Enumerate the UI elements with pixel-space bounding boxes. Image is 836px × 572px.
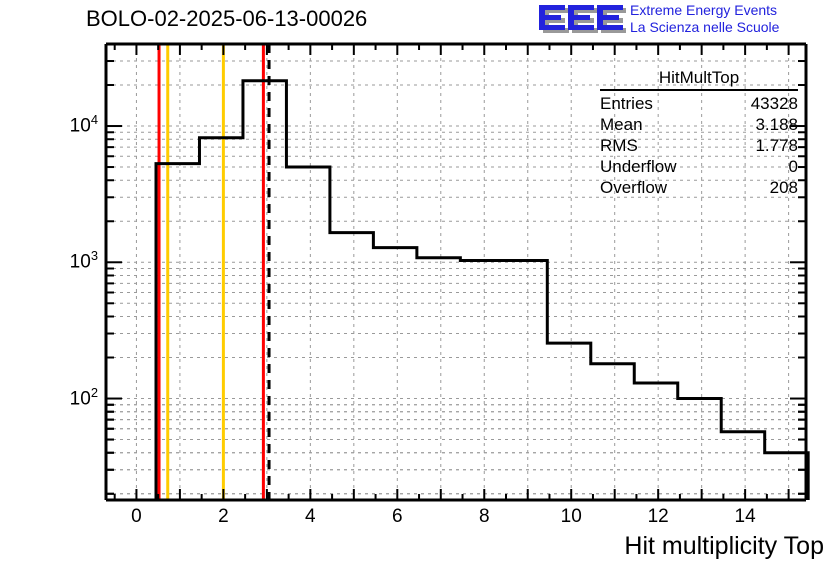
stats-row-key: Mean <box>600 115 643 134</box>
x-tick-label: 10 <box>560 506 582 527</box>
x-tick-label: 14 <box>734 506 756 527</box>
page-title: BOLO-02-2025-06-13-00026 <box>86 6 368 31</box>
stats-row-value: 3.188 <box>755 115 798 134</box>
y-tick-label: 102 <box>69 384 98 409</box>
x-tick-label: 8 <box>478 506 490 527</box>
stats-row-key: RMS <box>600 136 638 155</box>
stats-row: Mean 3.188 <box>596 114 802 135</box>
x-axis-title: Hit multiplicity Top <box>624 532 824 560</box>
stats-row: Entries 43328 <box>596 93 802 114</box>
histogram-outline <box>154 79 810 500</box>
eee-logo-line2: La Scienza nelle Scuole <box>630 19 780 35</box>
marker-lines <box>157 44 271 500</box>
stats-row-value: 1.778 <box>755 136 798 155</box>
stats-row-value: 43328 <box>750 94 798 113</box>
x-tick-label: 6 <box>392 506 403 527</box>
stats-divider <box>600 89 798 91</box>
stats-box: HitMultTop Entries 43328 Mean 3.188 RMS 1.778… <box>596 68 802 198</box>
x-tick-label: 12 <box>647 506 669 527</box>
stats-row-key: Overflow <box>600 178 668 197</box>
stats-row-value: 0 <box>788 157 798 176</box>
stats-row: Overflow 208 <box>596 177 802 198</box>
x-tick-label: 4 <box>305 506 316 527</box>
stats-row: Underflow 0 <box>596 156 802 177</box>
y-tick-label: 104 <box>69 112 98 137</box>
grid-lines <box>106 43 806 500</box>
stats-row-value: 208 <box>769 178 798 197</box>
stats-row-key: Underflow <box>600 157 677 176</box>
stats-row-key: Entries <box>600 94 653 113</box>
axis-lines <box>104 42 808 502</box>
eee-logo: Extreme Energy Events La Scienza nelle S… <box>538 2 834 38</box>
stats-title: HitMultTop <box>658 68 740 87</box>
eee-logo-text: Extreme Energy Events La Scienza nelle S… <box>630 2 779 36</box>
x-tick-label: 0 <box>131 506 142 527</box>
stats-row: RMS 1.778 <box>596 135 802 156</box>
y-tick-label: 103 <box>69 248 98 273</box>
eee-logo-mark <box>539 5 626 33</box>
eee-logo-line1: Extreme Energy Events <box>630 2 778 18</box>
x-tick-label: 2 <box>218 506 229 527</box>
